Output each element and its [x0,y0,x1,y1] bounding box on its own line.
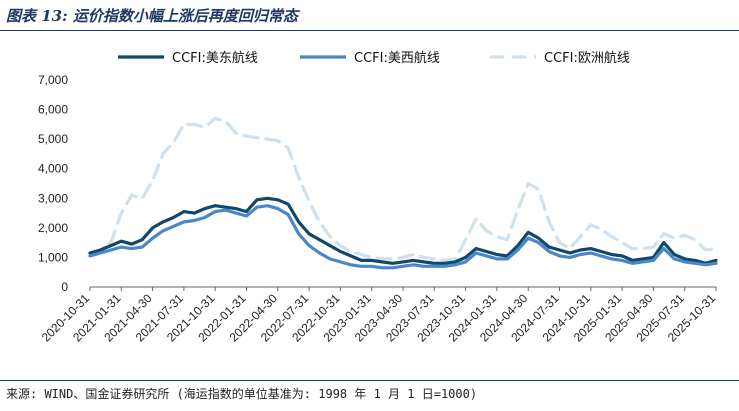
y-tick-label: 6,000 [38,103,68,117]
line-chart: CCFI:美东航线 CCFI:美西航线 CCFI:欧洲航线 0 1,000 2,000 3… [38,50,718,345]
legend: CCFI:美东航线 CCFI:美西航线 CCFI:欧洲航线 [118,50,630,66]
title-rule [0,30,739,31]
y-tick-label: 3,000 [38,191,68,205]
legend-label-1: CCFI:美东航线 [172,50,258,66]
legend-label-2: CCFI:美西航线 [354,50,440,66]
y-tick-label: 5,000 [38,132,68,146]
y-tick-label: 4,000 [38,162,68,176]
y-tick-label: 1,000 [38,250,68,264]
series-line-3 [88,116,718,262]
y-tick-label: 7,000 [38,73,68,87]
y-axis: 0 1,000 2,000 3,000 4,000 5,000 6,000 7,000 [38,73,68,294]
series-group [88,116,718,270]
chart-title: 图表 13: 运价指数小幅上涨后再度回归常态 [6,7,298,25]
y-tick-label: 2,000 [38,221,68,235]
x-axis: 2020-10-312021-01-312021-04-302021-07-31… [39,286,718,345]
source-note: 来源: WIND、国金证券研究所 (海运指数的单位基准为: 1998 年 1 月… [6,387,478,401]
legend-label-3: CCFI:欧洲航线 [544,50,630,66]
y-tick-label: 0 [61,280,68,294]
series-line-2 [88,204,718,270]
source-rule [0,380,739,381]
series-line-1 [88,196,718,265]
